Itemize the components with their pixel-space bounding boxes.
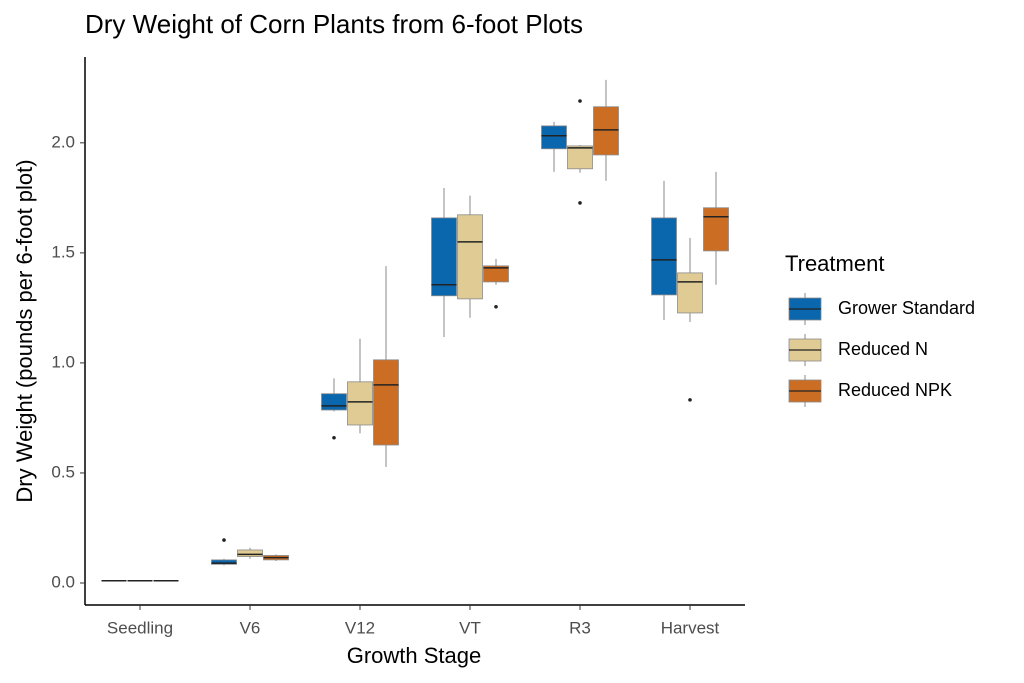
box — [483, 265, 509, 283]
legend-label: Reduced N — [838, 339, 928, 359]
x-tick-label: VT — [459, 618, 481, 637]
legend-label: Grower Standard — [838, 298, 975, 318]
outlier — [578, 201, 582, 205]
x-axis-label: Growth Stage — [347, 643, 482, 668]
box — [677, 272, 703, 314]
y-tick-label: 0.0 — [51, 572, 75, 591]
x-tick-label: V6 — [240, 618, 261, 637]
box — [703, 207, 729, 252]
x-tick-label: V12 — [345, 618, 375, 637]
box — [373, 359, 399, 446]
box — [347, 381, 373, 426]
box — [211, 559, 237, 565]
y-axis-label: Dry Weight (pounds per 6-foot plot) — [12, 159, 37, 502]
box — [541, 125, 567, 150]
box — [237, 549, 263, 557]
outlier — [332, 435, 336, 440]
chart-title: Dry Weight of Corn Plants from 6-foot Pl… — [85, 9, 583, 39]
x-tick-label: Harvest — [661, 618, 720, 637]
legend-label: Reduced NPK — [838, 380, 952, 400]
outlier — [688, 398, 692, 402]
box — [431, 217, 457, 297]
x-tick-label: Seedling — [107, 618, 173, 637]
outlier — [578, 99, 582, 103]
box — [321, 393, 347, 411]
y-tick-label: 0.5 — [51, 462, 75, 481]
box — [593, 106, 619, 156]
outlier — [494, 304, 498, 309]
x-tick-label: R3 — [569, 618, 591, 637]
legend-title: Treatment — [785, 251, 884, 276]
outlier — [222, 538, 226, 542]
box — [567, 145, 593, 170]
y-tick-label: 1.5 — [51, 242, 75, 261]
box — [651, 217, 677, 296]
y-tick-label: 2.0 — [51, 132, 75, 151]
y-tick-label: 1.0 — [51, 352, 75, 371]
box — [457, 214, 483, 300]
